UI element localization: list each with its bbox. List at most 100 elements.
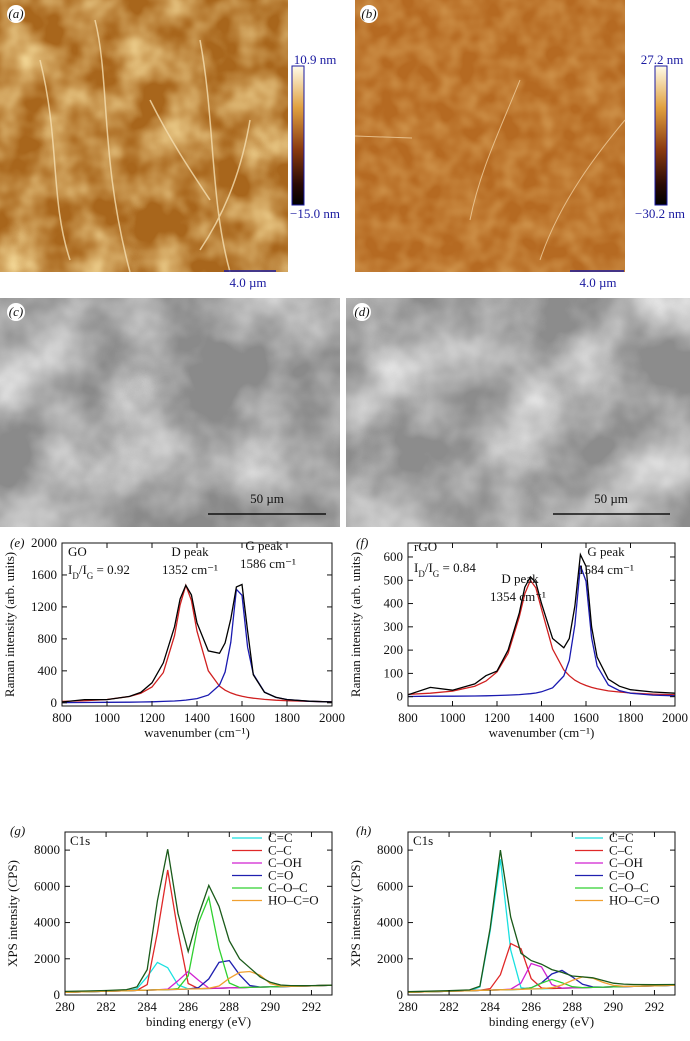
annotation: G peak [587,544,625,559]
y-tick-label: 2000 [31,535,57,550]
legend-label: C–C [268,843,292,858]
x-tick-label: 282 [96,999,116,1014]
x-tick-label: 1600 [229,710,255,725]
x-tick-label: 1000 [94,710,120,725]
ratio-part: /I [425,560,433,575]
series-line [62,587,332,704]
scale-bar-label: 50 µm [594,491,628,506]
panel-label: (h) [356,823,371,838]
microscope-image-d [346,298,690,527]
x-tick-label: 292 [302,999,322,1014]
colorbar-max: 10.9 nm [294,52,337,67]
y-axis-label: Raman intensity (arb. units) [348,552,363,697]
annotation: D peak [501,571,539,586]
x-tick-label: 1800 [618,710,644,725]
legend-label: C=C [609,830,634,845]
x-tick-label: 280 [55,999,75,1014]
x-tick-label: 288 [563,999,583,1014]
chart: 800 1000 1200 1400 1600 1800 2000 0 400 800 1200 16… [2,535,345,740]
y-tick-label: 100 [384,665,404,680]
x-tick-label: 286 [178,999,198,1014]
series-line [65,970,332,993]
y-tick-label: 2000 [377,951,403,966]
y-tick-label: 4000 [34,915,60,930]
x-tick-label: 288 [220,999,240,1014]
y-tick-label: 500 [384,572,404,587]
legend-label: HO–C=O [609,893,660,908]
panel-label: (c) [9,304,23,319]
panel-label: (a) [8,6,23,21]
y-tick-label: 6000 [377,878,403,893]
annotation: D peak [171,544,209,559]
series-line [408,565,675,698]
ratio-part: = 0.84 [439,560,476,575]
annotation: 1586 cm⁻¹ [240,556,296,571]
annotation: C1s [70,833,90,848]
afm-image-b [354,0,626,272]
y-tick-label: 1600 [31,567,57,582]
scale-bar-label: 4.0 µm [579,275,616,290]
y-tick-label: 0 [54,987,61,1002]
legend-label: C=O [268,868,293,883]
annotation: G peak [245,538,283,553]
x-tick-label: 1200 [139,710,165,725]
plot-frame [64,831,333,996]
ratio-part: D [72,571,79,581]
y-tick-label: 400 [384,596,404,611]
y-tick-label: 200 [384,642,404,657]
chart: 280 282 284 286 288 290 292 0 2000 4000 6000 8000 bi… [5,823,333,1029]
scale-bar-label: 50 µm [250,491,284,506]
x-tick-label: 800 [52,710,72,725]
y-tick-label: 2000 [34,951,60,966]
legend-label: C–OH [268,855,302,870]
x-axis-label: binding energy (eV) [489,1014,594,1029]
x-tick-label: 284 [137,999,157,1014]
x-tick-label: 1400 [184,710,210,725]
x-tick-label: 284 [480,999,500,1014]
ratio-annotation: ID/IG = 0.92 [68,562,130,581]
x-tick-label: 282 [439,999,459,1014]
legend-label: C–C [609,843,633,858]
ratio-part: I [414,560,418,575]
y-tick-label: 4000 [377,915,403,930]
legend-label: C–O–C [268,880,308,895]
label-badge [353,303,371,321]
chart: 800 1000 1200 1400 1600 1800 2000 0 100 200 300 400… [348,535,688,740]
x-tick-label: 800 [398,710,418,725]
annotation: 1354 cm⁻¹ [490,589,546,604]
series-line [62,583,332,703]
y-tick-label: 8000 [34,842,60,857]
microscope-image-c [0,298,340,527]
label-badge [7,303,25,321]
x-tick-label: 280 [398,999,418,1014]
y-tick-label: 8000 [377,842,403,857]
x-tick-label: 2000 [662,710,688,725]
x-tick-label: 2000 [319,710,345,725]
y-tick-label: 800 [38,631,58,646]
ratio-part: G [433,569,440,579]
ratio-part: = 0.92 [93,562,130,577]
plot-frame [407,831,676,996]
annotation: 1584 cm⁻¹ [578,562,634,577]
series-line [408,976,675,993]
annotation: 1352 cm⁻¹ [162,562,218,577]
afm-image-a [0,0,288,273]
chart: 280 282 284 286 288 290 292 0 2000 4000 6000 8000 bi… [348,823,676,1029]
y-tick-label: 6000 [34,878,60,893]
colorbar-min: −30.2 nm [635,206,685,221]
x-tick-label: 290 [604,999,624,1014]
y-tick-label: 300 [384,619,404,634]
series-line [408,552,675,696]
y-tick-label: 400 [38,663,58,678]
y-axis-label: Raman intensity (arb. units) [2,552,17,697]
y-tick-label: 0 [51,695,58,710]
legend-label: HO–C=O [268,893,319,908]
x-tick-label: 292 [645,999,665,1014]
y-tick-label: 1200 [31,599,57,614]
y-tick-label: 0 [397,987,404,1002]
colorbar [291,65,305,206]
label-badge [360,5,378,23]
legend-label: C=C [268,830,293,845]
